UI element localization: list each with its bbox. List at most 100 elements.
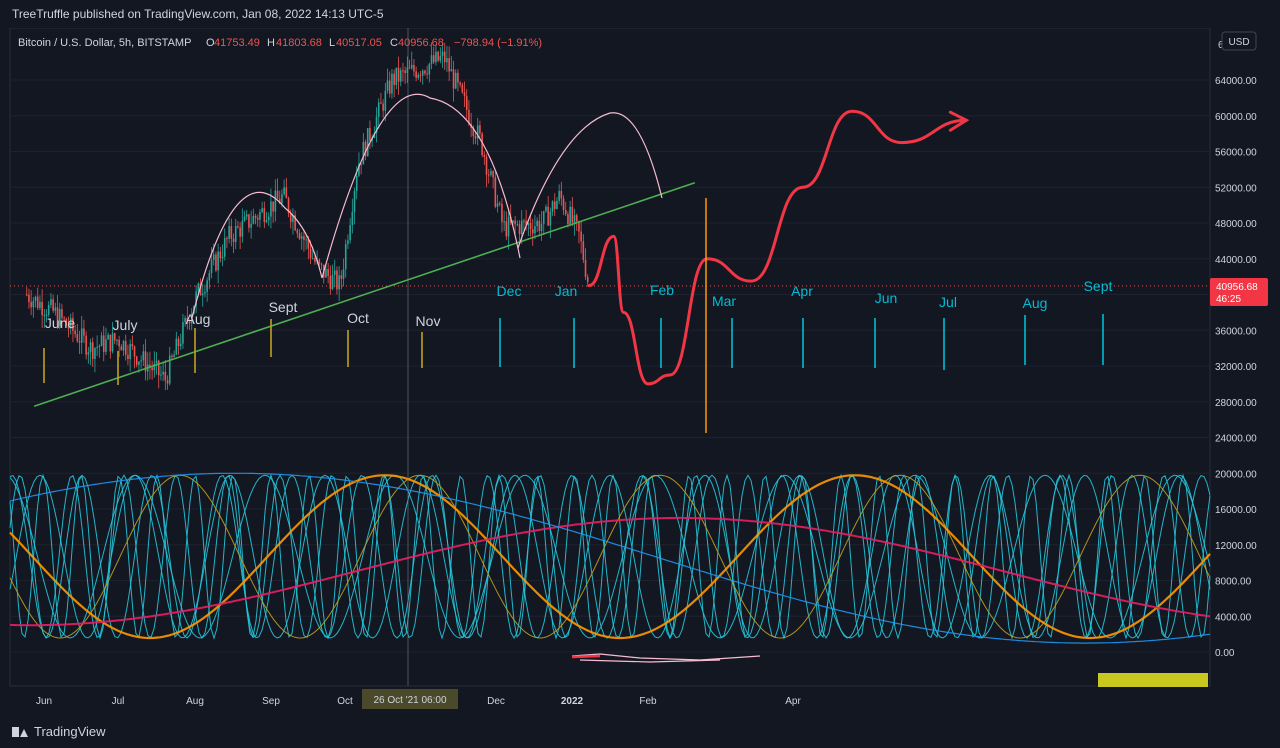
month-marker-label: Jan [555, 283, 578, 299]
cycle-wave [9, 472, 1211, 644]
candle-body [336, 270, 338, 290]
month-marker-label: Sept [269, 299, 298, 315]
candle-body [468, 110, 470, 124]
candle-body [58, 309, 61, 326]
legend-open: 41753.49 [214, 37, 260, 49]
price-tick-label-partial: 6 [1218, 40, 1224, 51]
candle-body [494, 177, 497, 207]
candle-body [362, 141, 365, 165]
candle-body [237, 225, 239, 228]
candle-body [89, 342, 92, 353]
candle-body [149, 364, 151, 368]
candle-body [534, 226, 536, 234]
candle-body [232, 238, 235, 243]
month-marker-label: June [45, 315, 76, 331]
candle-body [61, 309, 63, 318]
candle-body [540, 223, 543, 231]
candle-body [342, 269, 345, 279]
month-marker-label: Sept [1084, 278, 1113, 294]
candle-body [78, 341, 81, 343]
candle-body [419, 74, 422, 76]
candle-body [527, 223, 530, 225]
candle-body [171, 355, 173, 358]
candle-body [397, 67, 400, 82]
candle-body [573, 215, 576, 223]
month-marker-label: Aug [186, 311, 211, 327]
chart-area[interactable] [9, 27, 1211, 687]
price-chart[interactable]: June July Aug Sept Oct Nov Dec Jan Feb Mar Apr Jun J… [0, 27, 1280, 716]
candle-body [41, 301, 43, 316]
candle-body [516, 224, 519, 226]
candle-body [263, 208, 266, 222]
candle-body [74, 330, 76, 335]
candle-body [525, 220, 527, 225]
candle-body [393, 73, 395, 85]
candle-body [65, 318, 68, 326]
candle-body [76, 334, 79, 342]
candle-body [54, 307, 57, 311]
tradingview-logo-icon [12, 726, 28, 737]
candle-body [531, 229, 534, 234]
candle-body [276, 190, 279, 199]
candle-body [219, 251, 222, 258]
candle-body [34, 296, 37, 301]
publisher-text: TreeTruffle published on TradingView.com… [12, 7, 384, 21]
chart-frame[interactable]: June July Aug Sept Oct Nov Dec Jan Feb Mar Apr Jun J… [0, 27, 1280, 716]
candle-body [441, 51, 444, 57]
candle-body [450, 69, 453, 72]
candle-body [241, 220, 244, 237]
candle-body [549, 211, 552, 226]
candle-body [206, 280, 208, 292]
forecast-path [587, 109, 968, 386]
candle-body [162, 371, 164, 375]
price-tag-value: 40956.68 [1216, 282, 1258, 293]
candle-body [410, 64, 413, 69]
legend-symbol: Bitcoin / U.S. Dollar, 5h, BITSTAMP [18, 37, 191, 49]
candle-body [94, 348, 96, 359]
candle-body [102, 335, 105, 352]
candle-body [351, 211, 354, 226]
candle-body [215, 254, 217, 271]
candle-body [457, 72, 459, 83]
candle-body [72, 318, 74, 331]
candle-body [228, 226, 230, 239]
price-tick-label: 32000.00 [1215, 362, 1257, 373]
candle-body [190, 313, 193, 324]
candle-body [52, 299, 54, 311]
candle-body [223, 238, 226, 257]
candle-body [56, 307, 59, 326]
crosshair-time-box [362, 689, 458, 709]
cycle-arc [321, 93, 521, 279]
candle-body [459, 82, 461, 85]
candle-body [63, 317, 65, 319]
month-marker-label: Dec [497, 283, 522, 299]
candle-body [120, 346, 123, 351]
candle-body [556, 200, 558, 209]
cycle-wave [9, 474, 1211, 640]
price-axis[interactable]: 64000.0060000.0056000.0052000.0048000.00… [1215, 40, 1257, 659]
candle-body [259, 211, 261, 220]
candle-body [243, 216, 246, 221]
candle-body [406, 67, 409, 74]
candle-body [287, 198, 290, 213]
candle-body [111, 333, 114, 352]
footer: TradingView [0, 716, 1280, 748]
legend-low: 40517.05 [336, 37, 382, 49]
candle-body [83, 328, 85, 336]
candle-body [562, 198, 565, 211]
price-tick-label: 12000.00 [1215, 541, 1257, 552]
highlight-bar [1098, 673, 1208, 687]
candle-body [285, 187, 288, 199]
candle-body [173, 354, 175, 358]
candle-body [303, 236, 305, 240]
candle-body [375, 116, 378, 134]
price-tag-box [1210, 278, 1268, 306]
candle-body [435, 51, 437, 63]
currency-button[interactable] [1221, 31, 1257, 51]
candle-body [483, 154, 486, 157]
tradingview-brand[interactable]: TradingView [12, 724, 106, 739]
candle-body [155, 360, 158, 364]
month-marker-label: July [113, 317, 138, 333]
candle-body [118, 339, 120, 347]
candle-body [461, 84, 464, 93]
